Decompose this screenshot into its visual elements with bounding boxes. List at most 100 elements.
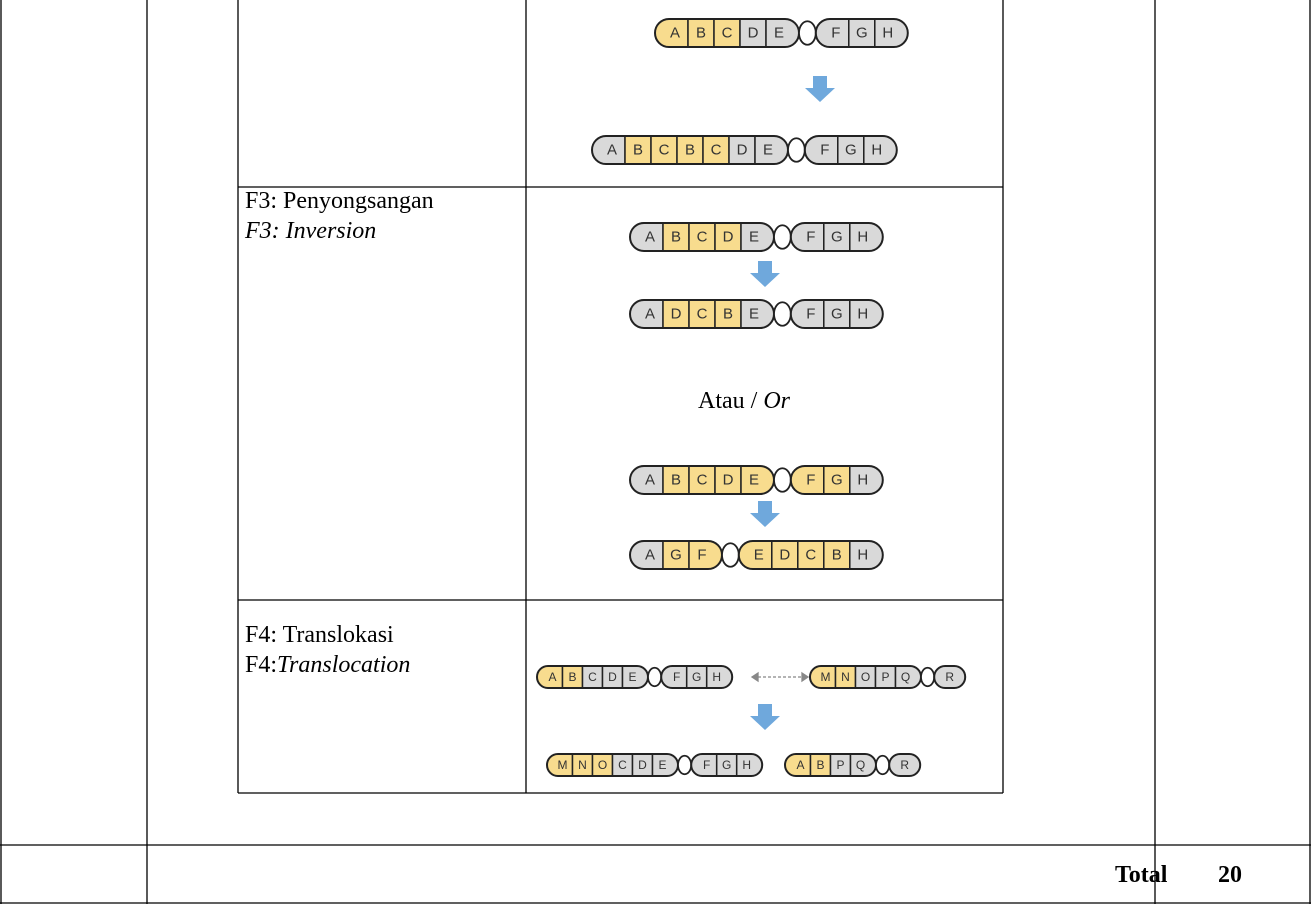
segment-label: N: [578, 758, 587, 772]
segment-label: C: [722, 25, 733, 42]
segment-label: C: [588, 670, 597, 684]
segment-label: A: [607, 142, 617, 159]
segment-label: H: [857, 306, 868, 323]
centromere: [920, 666, 936, 688]
segment-label: B: [568, 670, 576, 684]
row-label-italic: F4:Translocation: [245, 650, 410, 680]
segment-label: N: [841, 670, 850, 684]
segment: [630, 541, 664, 569]
down-arrow: [750, 704, 780, 730]
segment: [630, 300, 664, 328]
segment-label: A: [548, 670, 556, 684]
segment-label: P: [881, 670, 889, 684]
arm: [815, 19, 908, 47]
segment-label: E: [754, 547, 764, 564]
segment: [688, 466, 716, 494]
segment: [735, 754, 763, 776]
segment: [740, 223, 774, 251]
arm: [592, 136, 788, 164]
segment-label: C: [697, 306, 708, 323]
segment-label: D: [723, 229, 734, 246]
centromere: [677, 754, 693, 776]
segment: [874, 19, 908, 47]
segment-label: F: [831, 25, 840, 42]
arm: [790, 300, 883, 328]
centromere: [875, 754, 891, 776]
segment-label: G: [845, 142, 857, 159]
segment: [688, 300, 716, 328]
segment-label: B: [723, 306, 733, 323]
arm: [785, 754, 876, 776]
arm: [790, 223, 883, 251]
label-prefix: F4:: [245, 652, 278, 678]
segment-label: G: [670, 547, 682, 564]
segment-label: F: [697, 547, 706, 564]
segment: [621, 666, 648, 688]
segment-label: H: [712, 670, 721, 684]
segment: [739, 19, 767, 47]
segment-label: F: [703, 758, 710, 772]
segment-label: B: [633, 142, 643, 159]
segment-label: E: [763, 142, 773, 159]
down-arrow: [805, 76, 835, 102]
segment: [676, 136, 704, 164]
centromere: [773, 467, 792, 493]
segment: [714, 466, 742, 494]
arm: [630, 466, 774, 494]
segment: [740, 466, 774, 494]
segment: [934, 666, 966, 688]
segment-label: H: [882, 25, 893, 42]
segment-label: O: [598, 758, 607, 772]
arm: [804, 136, 897, 164]
segment-label: E: [749, 472, 759, 489]
segment-label: C: [697, 472, 708, 489]
segment-label: H: [857, 229, 868, 246]
centromere: [647, 666, 663, 688]
segment-label: A: [645, 472, 655, 489]
segment-label: F: [806, 306, 815, 323]
arm: [630, 300, 774, 328]
arm-outline: [737, 540, 884, 570]
segment-label: A: [645, 306, 655, 323]
segment-label: G: [831, 306, 843, 323]
centromere: [773, 224, 792, 250]
segment-label: H: [871, 142, 882, 159]
segment-label: R: [945, 670, 954, 684]
arm-outline: [789, 299, 884, 329]
centromere: [721, 542, 740, 568]
centromere: [798, 20, 817, 46]
arm: [934, 666, 966, 688]
segment: [849, 541, 883, 569]
segment-label: C: [711, 142, 722, 159]
arm-outline: [888, 753, 922, 777]
segment-label: F: [806, 472, 815, 489]
or-text: Atau / Or: [698, 386, 790, 416]
segment-label: E: [658, 758, 666, 772]
segment-label: D: [638, 758, 647, 772]
arm: [790, 466, 883, 494]
arm-outline: [789, 222, 884, 252]
segment: [705, 666, 733, 688]
arm-outline: [789, 465, 884, 495]
segment-label: B: [816, 758, 824, 772]
segment-label: F: [806, 229, 815, 246]
arm-outline: [933, 665, 967, 689]
segment: [849, 466, 883, 494]
segment-label: C: [697, 229, 708, 246]
segment-label: H: [857, 547, 868, 564]
or-italic: Or: [763, 388, 790, 414]
segment: [662, 223, 690, 251]
segment-label: G: [831, 229, 843, 246]
arm: [547, 754, 678, 776]
segment-label: A: [670, 25, 680, 42]
arm: [661, 666, 733, 688]
segment-label: C: [805, 547, 816, 564]
segment: [754, 136, 788, 164]
arm: [655, 19, 799, 47]
row-label: F4: Translokasi: [245, 622, 394, 648]
segment-label: A: [796, 758, 804, 772]
